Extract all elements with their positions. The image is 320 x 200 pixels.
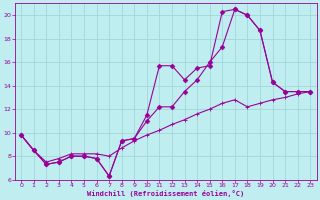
X-axis label: Windchill (Refroidissement éolien,°C): Windchill (Refroidissement éolien,°C) — [87, 190, 244, 197]
